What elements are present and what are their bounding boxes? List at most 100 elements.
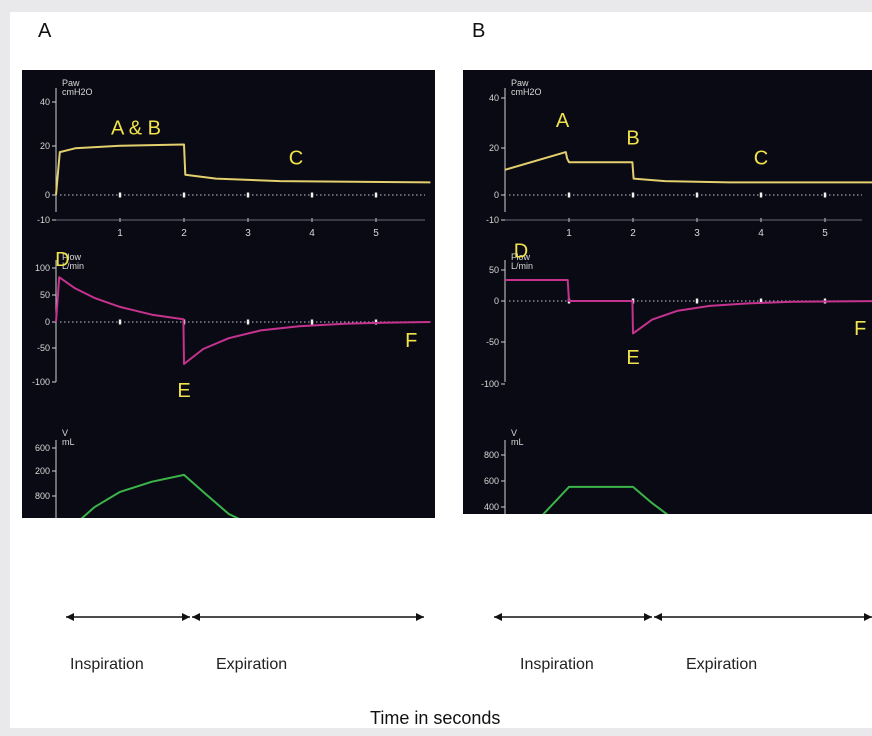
panel-b-pressure-curve (504, 151, 872, 184)
phase-label-b-inspiration: Inspiration (520, 656, 594, 673)
panel-a-pressure-y-tick-label: 0 (45, 190, 50, 200)
panel-b-annotation-a: A (556, 110, 570, 132)
expiration-arrow-b-left-head (654, 613, 662, 621)
panel-a-label: A (38, 20, 52, 42)
panel-a-pressure-y-tick-label: 40 (40, 97, 50, 107)
panel-b-pressure-y-tick-label: -10 (486, 215, 499, 225)
phase-label-a-expiration: Expiration (216, 656, 288, 673)
panel-a-annotation-c: C (289, 148, 303, 170)
panel-b-volume-y-tick-label: 400 (484, 502, 499, 512)
panel-b-pressure-x-marker (567, 192, 571, 198)
panel-b-background (463, 70, 872, 514)
panel-b-flow-y-tick-label: 50 (489, 265, 499, 275)
panel-a-pressure-x-marker (310, 192, 314, 198)
panel-a-background (22, 70, 435, 518)
panel-a-flow-y-tick-label: -50 (37, 343, 50, 353)
inspiration-arrow-a-left-head (66, 613, 74, 621)
panel-b-volume-x-marker (696, 553, 698, 558)
panel-a-x-tick-label: 2 (181, 228, 187, 239)
panel-a-x-tick-label: 5 (373, 228, 379, 239)
panel-a-annotation-e: E (177, 380, 190, 402)
panel-b-volume-y-tick-label: 800 (484, 450, 499, 460)
panel-a-x-tick-label: 4 (309, 228, 315, 239)
panel-b-flow-x-marker (695, 298, 699, 304)
panel-a-annotation-f: F (405, 330, 417, 352)
panel-a-flow-y-tick-label: 50 (40, 290, 50, 300)
panel-a-volume-label: V (62, 428, 68, 438)
panel-b-annotation-c: C (754, 148, 768, 170)
panel-a-flow-x-marker (310, 319, 314, 325)
panel-a-flow-y-tick-label: 100 (35, 263, 50, 273)
panel-a-volume-x-marker (247, 546, 249, 551)
panel-b-pressure-y-tick-label: 40 (489, 93, 499, 103)
panel-a-flow-x-marker (118, 319, 122, 325)
panel-a-flow-y-tick-label: -100 (32, 377, 50, 387)
panel-b-flow-unit: L/min (511, 261, 533, 271)
panel-a-flow-unit: L/min (62, 261, 84, 271)
panel-b-annotation-e: E (626, 347, 639, 369)
panel-b-pressure-x-marker (759, 192, 763, 198)
panel-a-pressure-x-marker (246, 192, 250, 198)
panel-b-volume-y-tick-label: 0 (494, 550, 499, 560)
panel-b-flow-curve (505, 279, 872, 335)
panel-a-pressure-x-marker (374, 192, 378, 198)
panel-a-volume-y-tick-label: 800 (35, 491, 50, 501)
panel-a-pressure-y-tick-label: 20 (40, 141, 50, 151)
panel-b-x-tick-label: 1 (566, 228, 572, 239)
phase-label-a-inspiration: Inspiration (70, 656, 144, 673)
expiration-arrow-a-left-head (192, 613, 200, 621)
expiration-arrow-a-right-head (416, 613, 424, 621)
panel-a-volume-x-marker (375, 546, 377, 551)
panel-b-x-tick-label: 3 (694, 228, 700, 239)
panel-b-flow-label: Flow (511, 252, 531, 262)
panel-a-volume-x-marker (183, 546, 185, 551)
panel-a-annotation-ab: A & B (111, 117, 161, 139)
panel-b-flow-y-tick-label: -50 (486, 337, 499, 347)
panel-b-volume-x-marker (568, 553, 570, 558)
panel-b-label: B (472, 20, 486, 42)
panel-b-x-tick-label: 4 (758, 228, 764, 239)
panel-a-pressure-x-marker (118, 192, 122, 198)
panel-a-volume-curve (80, 473, 240, 518)
panel-b-annotation-f: F (854, 318, 866, 340)
panel-a-annotation-d: D (55, 249, 69, 271)
panel-b-pressure-label: Paw (511, 78, 529, 88)
panel-b-pressure-y-tick-label: 0 (494, 190, 499, 200)
inspiration-arrow-a-right-head (182, 613, 190, 621)
panel-b-volume-label: V (511, 428, 517, 438)
panel-b-pressure-unit: cmH2O (511, 87, 542, 97)
panel-a-volume-y-tick-label: 0 (45, 543, 50, 553)
panel-b-plot: 40200-10PawcmH2OABC500-50-100FlowL/minDF… (463, 70, 872, 560)
panel-a-flow-label: Flow (62, 252, 82, 262)
panel-a-pressure-unit: cmH2O (62, 87, 93, 97)
panel-a-pressure-label: Paw (62, 78, 80, 88)
panel-a-flow-x-marker (246, 319, 250, 325)
panel-a-volume-unit: mL (62, 437, 75, 447)
panel-a-pressure-y-tick-label: -10 (37, 215, 50, 225)
panel-b-flow-y-tick-label: 0 (494, 296, 499, 306)
panel-b-x-tick-label: 2 (630, 228, 636, 239)
panel-b-annotation-d: D (514, 241, 528, 263)
phase-label-b-expiration: Expiration (686, 656, 758, 673)
inspiration-arrow-b-right-head (644, 613, 652, 621)
panel-b-volume-y-tick-label: 200 (484, 527, 499, 537)
panel-a-x-tick-label: 1 (117, 228, 123, 239)
panel-a-pressure-x-marker (182, 192, 186, 198)
inspiration-arrow-b-left-head (494, 613, 502, 621)
panel-a-volume-y-tick-label: 600 (35, 443, 50, 453)
panel-b-pressure-x-marker (631, 192, 635, 198)
panel-b-pressure-x-marker (823, 192, 827, 198)
panel-b-annotation-b: B (626, 128, 639, 150)
panel-b-volume-y-tick-label: 600 (484, 476, 499, 486)
panel-a-volume-y-tick-label: 400 (35, 517, 50, 527)
panel-a-x-tick-label: 3 (245, 228, 251, 239)
panel-b-volume-x-marker (824, 553, 826, 558)
panel-b-volume-x-marker (760, 553, 762, 558)
panel-a-volume-x-marker (119, 546, 121, 551)
panel-a-volume-y-tick-label: 200 (35, 466, 50, 476)
panel-b-flow-y-tick-label: -100 (481, 379, 499, 389)
panel-b-flow-x-marker (759, 298, 763, 304)
